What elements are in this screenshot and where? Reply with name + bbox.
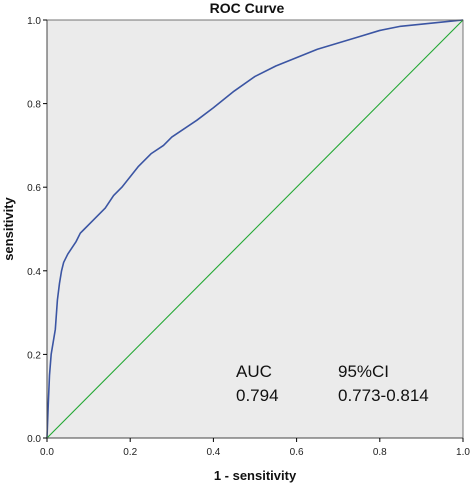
x-tick-label: 0.6: [290, 447, 304, 458]
chart-title: ROC Curve: [210, 0, 285, 16]
y-tick-label: 0.6: [27, 183, 41, 194]
y-tick-label: 0.0: [27, 434, 41, 445]
auc-header-label: AUC: [236, 362, 272, 381]
roc-curve-line: [46, 19, 464, 439]
plot-frame: [46, 19, 464, 439]
x-tick-label: 1.0: [456, 447, 470, 458]
x-axis-label: 1 - sensitivity: [214, 468, 297, 483]
x-tick-label: 0.2: [123, 447, 137, 458]
y-axis-label: sensitivity: [1, 196, 16, 260]
reference-diagonal-line: [46, 19, 464, 439]
x-tick-label: 0.8: [373, 447, 387, 458]
y-tick-label: 0.4: [27, 267, 41, 278]
auc-value-label: 0.794: [236, 386, 279, 405]
ci-header-label: 95%CI: [338, 362, 389, 381]
y-tick-label: 0.8: [27, 100, 41, 111]
y-tick-label: 1.0: [27, 16, 41, 27]
ci-value-label: 0.773-0.814: [338, 386, 429, 405]
x-tick-label: 0.0: [40, 447, 54, 458]
x-tick-label: 0.4: [206, 447, 220, 458]
y-tick-label: 0.2: [27, 350, 41, 361]
